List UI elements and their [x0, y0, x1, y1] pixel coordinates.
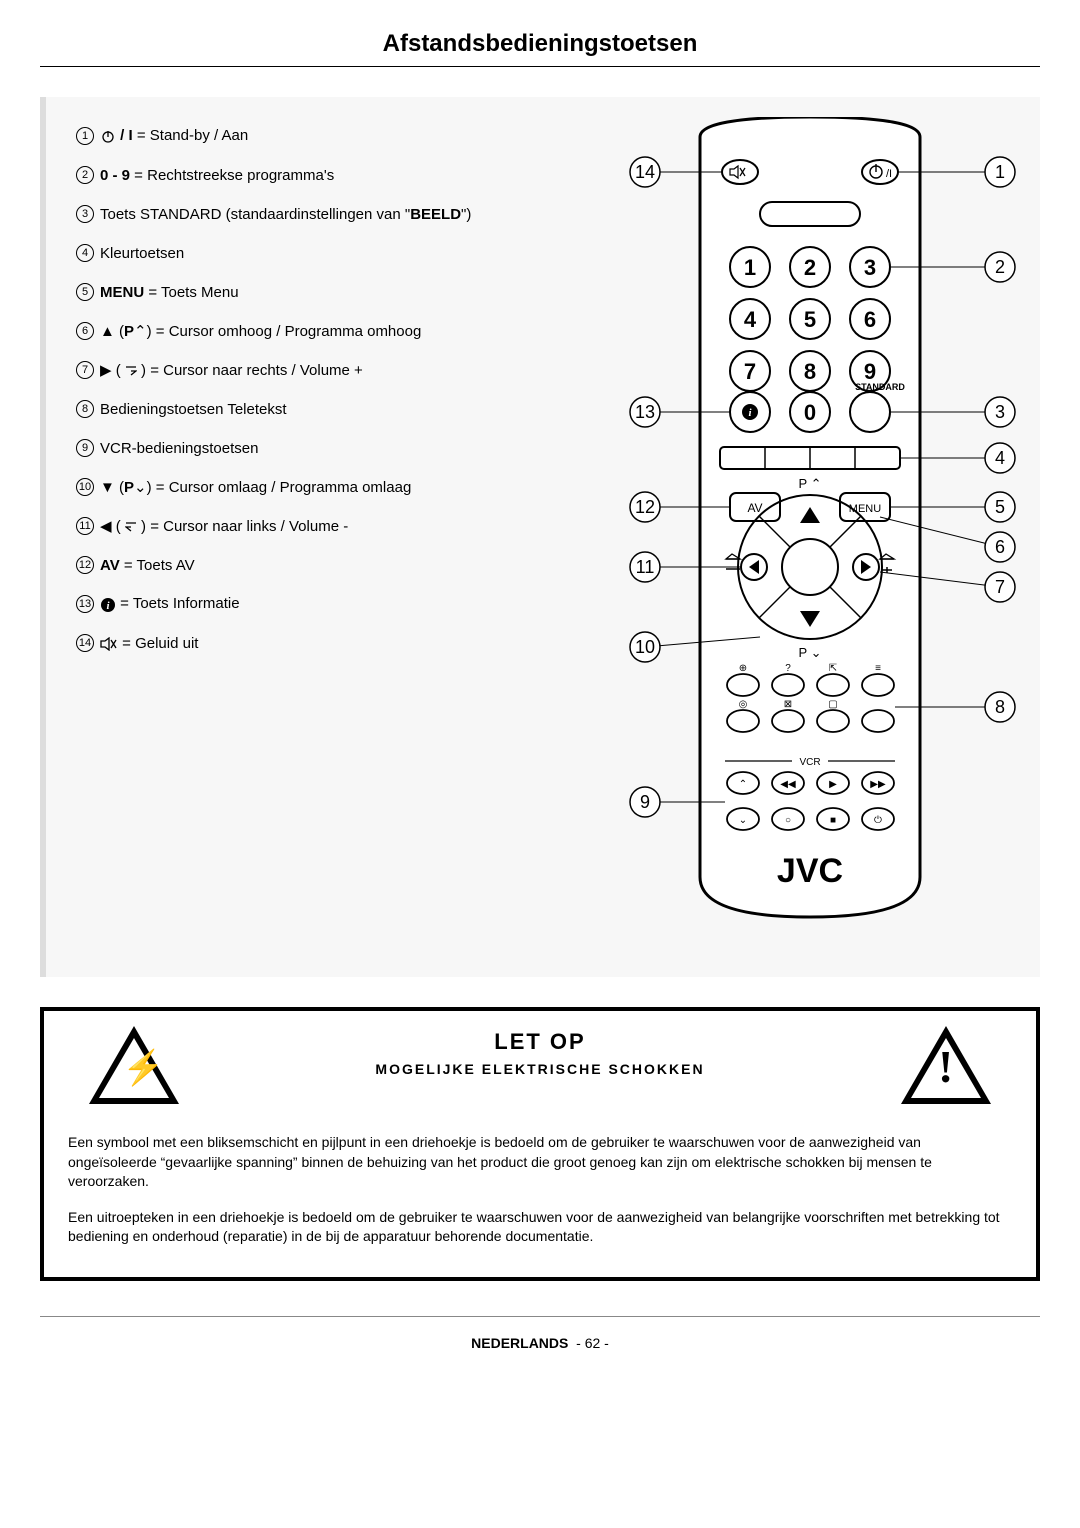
svg-text:⏻: ⏻ — [874, 815, 882, 826]
svg-text:7: 7 — [995, 577, 1005, 597]
svg-text:○: ○ — [785, 815, 791, 826]
svg-text:P ⌄: P ⌄ — [799, 645, 822, 660]
main-content: 1 / I = Stand-by / Aan 20 - 9 = Rechtstre… — [40, 97, 1040, 977]
svg-text:14: 14 — [635, 162, 655, 182]
svg-text:9: 9 — [864, 359, 876, 384]
svg-text:JVC: JVC — [777, 852, 843, 890]
svg-text:⊠: ⊠ — [784, 699, 792, 710]
warn-title: LET OP — [234, 1029, 846, 1055]
legend-column: 1 / I = Stand-by / Aan 20 - 9 = Rechtstre… — [76, 117, 570, 957]
svg-text:4: 4 — [995, 448, 1005, 468]
legend-item-7: 7▶ ( ) = Cursor naar rechts / Volume + — [76, 361, 570, 379]
legend-item-9: 9VCR-bedieningstoetsen — [76, 439, 570, 457]
legend-item-2: 20 - 9 = Rechtstreekse programma's — [76, 166, 570, 184]
legend-item-12: 12AV = Toets AV — [76, 556, 570, 574]
svg-text:4: 4 — [744, 307, 757, 332]
legend-item-4: 4Kleurtoetsen — [76, 244, 570, 262]
warning-box: ⚡ LET OP MOGELIJKE ELEKTRISCHE SCHOKKEN … — [40, 1007, 1040, 1281]
warn-para-2: Een uitroepteken in een driehoekje is be… — [68, 1208, 1012, 1247]
legend-item-13: 13i = Toets Informatie — [76, 595, 570, 613]
legend-item-3: 3Toets STANDARD (standaardinstellingen v… — [76, 205, 570, 223]
svg-text:1: 1 — [744, 255, 756, 280]
legend-item-1: 1 / I = Stand-by / Aan — [76, 127, 570, 145]
svg-text:▶: ▶ — [829, 779, 837, 790]
svg-text:⇱: ⇱ — [829, 663, 837, 674]
svg-text:6: 6 — [995, 537, 1005, 557]
svg-text:▢: ▢ — [828, 699, 837, 710]
svg-text:12: 12 — [635, 497, 655, 517]
remote-svg: /I 123456789 STANDARD i 0 — [580, 117, 1040, 937]
svg-text:8: 8 — [995, 697, 1005, 717]
svg-text:2: 2 — [804, 255, 816, 280]
svg-text:7: 7 — [744, 359, 756, 384]
svg-text:/I: /I — [886, 168, 892, 180]
legend-item-14: 14 = Geluid uit — [76, 634, 570, 652]
page-title: Afstandsbedieningstoetsen — [40, 30, 1040, 67]
svg-text:10: 10 — [635, 637, 655, 657]
svg-text:3: 3 — [995, 402, 1005, 422]
svg-text:STANDARD: STANDARD — [855, 382, 905, 392]
remote-diagram: /I 123456789 STANDARD i 0 — [580, 117, 1040, 957]
legend-item-5: 5MENU = Toets Menu — [76, 283, 570, 301]
svg-text:5: 5 — [995, 497, 1005, 517]
legend-item-8: 8Bedieningstoetsen Teletekst — [76, 400, 570, 418]
svg-text:⌃: ⌃ — [739, 779, 747, 790]
legend-item-11: 11◀ ( ) = Cursor naar links / Volume - — [76, 517, 570, 535]
svg-text:9: 9 — [640, 792, 650, 812]
svg-text:3: 3 — [864, 255, 876, 280]
svg-text:8: 8 — [804, 359, 816, 384]
svg-text:■: ■ — [830, 815, 836, 826]
legend-item-6: 6▲ (P⌃) = Cursor omhoog / Programma omho… — [76, 322, 570, 340]
svg-text:1: 1 — [995, 162, 1005, 182]
svg-text:◀◀: ◀◀ — [780, 779, 796, 790]
lightning-triangle-icon: ⚡ — [44, 1011, 224, 1119]
exclamation-triangle-icon: ! — [856, 1011, 1036, 1119]
legend-item-10: 10▼ (P⌄) = Cursor omlaag / Programma oml… — [76, 478, 570, 496]
svg-text:P ⌃: P ⌃ — [799, 476, 822, 491]
svg-text:≡: ≡ — [875, 663, 881, 674]
svg-text:11: 11 — [636, 557, 655, 577]
svg-text:AV: AV — [747, 501, 762, 515]
footer: NEDERLANDS - 62 - — [40, 1316, 1040, 1369]
svg-text:6: 6 — [864, 307, 876, 332]
svg-text:?: ? — [785, 663, 791, 674]
warn-subtitle: MOGELIJKE ELEKTRISCHE SCHOKKEN — [234, 1061, 846, 1077]
svg-text:5: 5 — [804, 307, 816, 332]
svg-text:◎: ◎ — [739, 699, 748, 710]
svg-text:13: 13 — [635, 402, 655, 422]
svg-text:0: 0 — [804, 400, 816, 425]
warn-para-1: Een symbool met een bliksemschicht en pi… — [68, 1133, 1012, 1192]
svg-text:VCR: VCR — [799, 757, 820, 768]
svg-text:▶▶: ▶▶ — [870, 779, 886, 790]
svg-text:⌄: ⌄ — [739, 815, 747, 826]
svg-text:⊕: ⊕ — [739, 663, 747, 674]
svg-text:2: 2 — [995, 257, 1005, 277]
